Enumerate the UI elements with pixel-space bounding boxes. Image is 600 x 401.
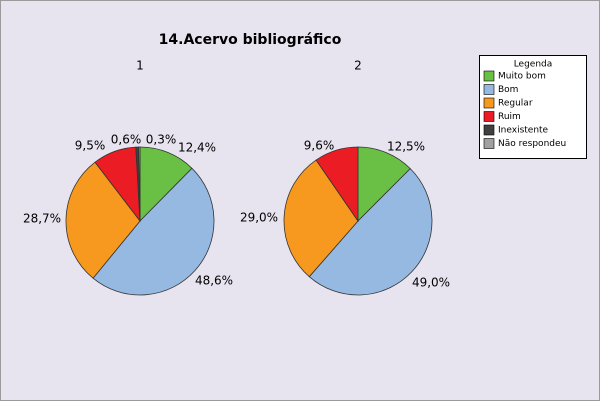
data-label: 12,5% (387, 140, 425, 154)
legend-label: Ruim (498, 112, 521, 122)
pie-slice (139, 146, 193, 222)
legend-label: Regular (498, 99, 533, 109)
legend-swatch (483, 70, 495, 82)
pie-title: 2 (354, 59, 362, 73)
data-label: 9,5% (75, 139, 106, 153)
data-label: 28,7% (23, 212, 61, 226)
chart-title: 14.Acervo bibliográfico (159, 32, 342, 48)
data-label: 29,0% (240, 211, 278, 225)
data-label: 0,6% (111, 133, 142, 147)
legend-title: Legenda (514, 60, 553, 70)
legend-label: Inexistente (498, 126, 549, 136)
legend-label: Muito bom (498, 72, 546, 82)
pie-slice (65, 161, 141, 279)
data-label: 12,4% (178, 141, 216, 155)
legend-swatch (483, 111, 495, 122)
data-label: 0,3% (146, 133, 177, 147)
data-label: 48,6% (195, 274, 233, 288)
pie-slice (308, 168, 433, 296)
legend-label: Não respondeu (498, 139, 566, 149)
pie-slice (283, 159, 359, 278)
pie-slice (92, 167, 215, 296)
legend-swatch (483, 124, 495, 136)
pie-slice (357, 146, 411, 222)
data-label: 9,6% (304, 139, 335, 153)
pie-slice (315, 146, 359, 223)
legend: Legenda Muito bom Bom Regular Ruim Inexisten… (479, 55, 587, 159)
pie-slice (138, 146, 141, 222)
pie-title: 1 (136, 59, 144, 73)
data-label: 49,0% (412, 276, 450, 290)
legend-box (479, 55, 587, 159)
legend-swatch (483, 84, 495, 95)
legend-swatch (483, 138, 495, 149)
legend-swatch (483, 97, 495, 109)
legend-label: Bom (498, 85, 518, 95)
